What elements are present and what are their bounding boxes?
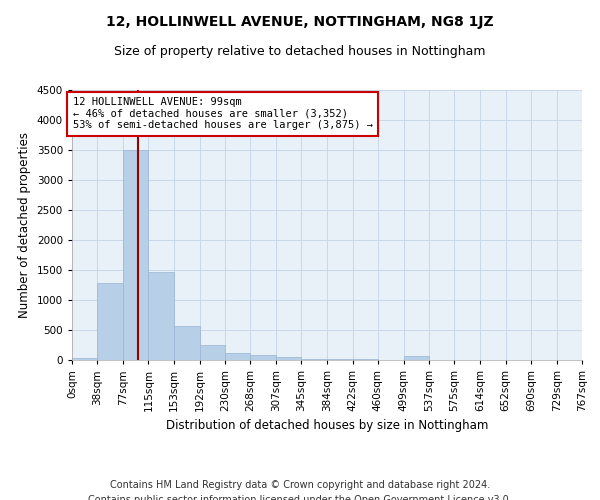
Bar [72,358,97,360]
Text: Size of property relative to detached houses in Nottingham: Size of property relative to detached ho… [114,45,486,58]
Text: 12, HOLLINWELL AVENUE, NOTTINGHAM, NG8 1JZ: 12, HOLLINWELL AVENUE, NOTTINGHAM, NG8 1… [106,15,494,29]
Bar [250,355,276,360]
Bar [123,150,148,360]
Bar [276,358,301,360]
Bar [148,272,174,360]
Text: 12 HOLLINWELL AVENUE: 99sqm
← 46% of detached houses are smaller (3,352)
53% of : 12 HOLLINWELL AVENUE: 99sqm ← 46% of det… [73,97,373,130]
Text: Contains public sector information licensed under the Open Government Licence v3: Contains public sector information licen… [88,495,512,500]
Bar [97,283,123,360]
Bar [404,356,429,360]
X-axis label: Distribution of detached houses by size in Nottingham: Distribution of detached houses by size … [166,420,488,432]
Bar [174,326,200,360]
Text: Contains HM Land Registry data © Crown copyright and database right 2024.: Contains HM Land Registry data © Crown c… [110,480,490,490]
Bar [301,358,328,360]
Bar [200,345,225,360]
Bar [353,359,378,360]
Bar [225,353,250,360]
Y-axis label: Number of detached properties: Number of detached properties [18,132,31,318]
Bar [328,359,353,360]
